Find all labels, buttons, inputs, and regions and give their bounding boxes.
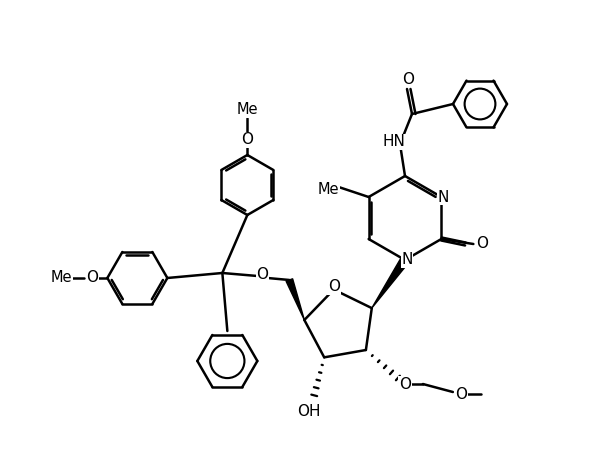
Text: O: O (402, 71, 414, 87)
Text: O: O (399, 376, 411, 392)
Text: O: O (455, 387, 467, 401)
Text: O: O (328, 279, 340, 294)
Text: HN: HN (383, 134, 406, 150)
Text: O: O (257, 268, 269, 282)
Text: Me: Me (50, 270, 72, 286)
Text: O: O (87, 270, 99, 286)
Text: N: N (401, 252, 413, 268)
Text: Me: Me (237, 102, 258, 118)
Polygon shape (372, 257, 409, 308)
Text: O: O (242, 132, 254, 148)
Text: Me: Me (318, 181, 340, 196)
Text: O: O (477, 237, 489, 251)
Text: OH: OH (297, 404, 321, 419)
Text: N: N (438, 189, 449, 205)
Polygon shape (286, 279, 304, 320)
